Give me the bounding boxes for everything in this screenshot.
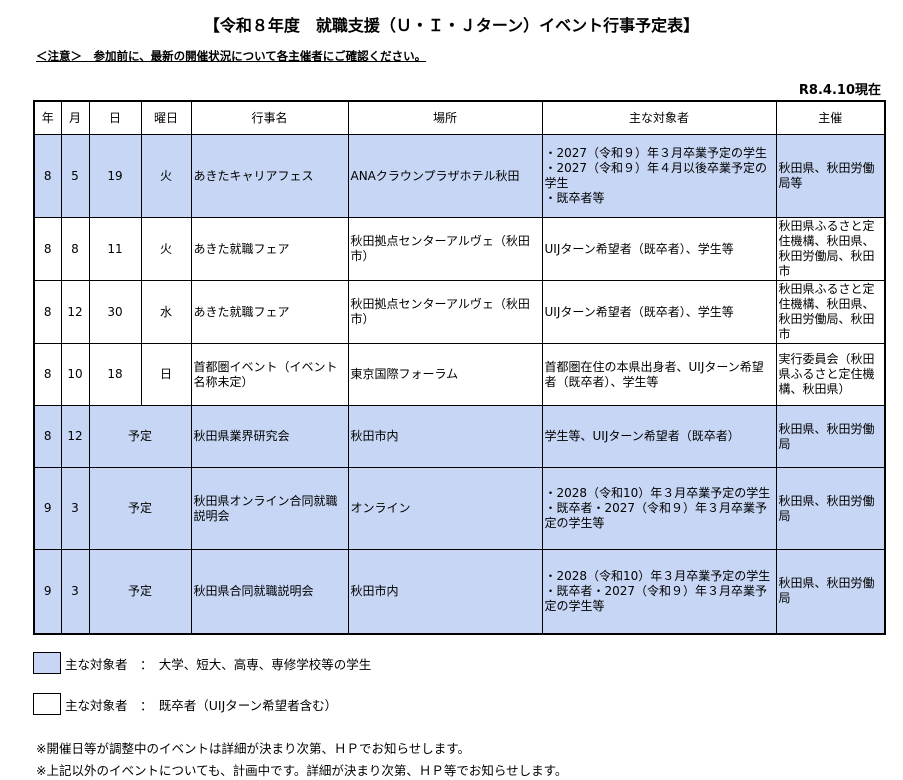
cell-host: 秋田県、秋田労働局等: [775, 134, 886, 218]
cell-name: 秋田県合同就職説明会: [190, 549, 349, 634]
header-day: 日: [88, 100, 142, 135]
cell-year: 9: [33, 549, 62, 634]
cell-year: 8: [33, 405, 62, 468]
header-month: 月: [60, 100, 90, 135]
cell-place: 東京国際フォーラム: [347, 343, 543, 406]
cell-month: 5: [60, 134, 90, 218]
cell-year: 8: [33, 343, 62, 406]
cell-target: 学生等、UIJターン希望者（既卒者）: [541, 405, 777, 468]
cell-year: 8: [33, 217, 62, 281]
cell-name: あきたキャリアフェス: [190, 134, 349, 218]
cell-target: ・2028（令和10）年３月卒業予定の学生 ・既卒者・2027（令和９）年３月卒…: [541, 467, 777, 550]
cell-host: 秋田県ふるさと定住機構、秋田県、秋田労働局、秋田市: [775, 217, 886, 281]
cell-year: 8: [33, 134, 62, 218]
footnote: ※上記以外のイベントについても、計画中です。詳細が決まり次第、ＨＰ等でお知らせし…: [36, 763, 568, 778]
header-event-name: 行事名: [190, 100, 349, 135]
cell-target: UIJターン希望者（既卒者）、学生等: [541, 217, 777, 281]
cell-month: 12: [60, 405, 90, 468]
cell-host: 秋田県ふるさと定住機構、秋田県、秋田労働局、秋田市: [775, 280, 886, 344]
cell-day: 30: [88, 280, 142, 344]
as-of-date: R8.4.10現在: [798, 83, 881, 98]
table-row: 9 3 予定 秋田県オンライン合同就職説明会 オンライン ・2028（令和10）年３月卒業…: [33, 467, 886, 550]
cell-target: UIJターン希望者（既卒者）、学生等: [541, 280, 777, 344]
cell-target: 首都圏在住の本県出身者、UIJターン希望者（既卒者）、学生等: [541, 343, 777, 406]
footnote: ※開催日等が調整中のイベントは詳細が決まり次第、ＨＰでお知らせします。: [36, 741, 470, 756]
cell-day: 18: [88, 343, 142, 406]
cell-month: 3: [60, 549, 90, 634]
cell-name: あきた就職フェア: [190, 217, 349, 281]
notice: ＜注意＞ 参加前に、最新の開催状況について各主催者にご確認ください。: [36, 49, 427, 63]
cell-place: オンライン: [347, 467, 543, 550]
cell-name: 秋田県業界研究会: [190, 405, 349, 468]
header-year: 年: [33, 100, 62, 135]
cell-target: ・2028（令和10）年３月卒業予定の学生 ・既卒者・2027（令和９）年３月卒…: [541, 549, 777, 634]
legend-student: 主な対象者 ： 大学、短大、高専、専修学校等の学生: [33, 652, 371, 674]
cell-name: あきた就職フェア: [190, 280, 349, 344]
cell-host: 秋田県、秋田労働局: [775, 549, 886, 634]
cell-year: 9: [33, 467, 62, 550]
legend-swatch-blue: [33, 652, 61, 674]
cell-weekday: 日: [140, 343, 192, 406]
cell-day: 19: [88, 134, 142, 218]
cell-weekday: 火: [140, 217, 192, 281]
cell-year: 8: [33, 280, 62, 344]
header-host: 主催: [775, 100, 886, 135]
cell-date-text: 予定: [88, 405, 192, 468]
legend-swatch-white: [33, 693, 61, 715]
cell-host: 秋田県、秋田労働局: [775, 467, 886, 550]
header-target: 主な対象者: [541, 100, 777, 135]
cell-month: 10: [60, 343, 90, 406]
table-row: 8 8 11 火 あきた就職フェア 秋田拠点センターアルヴェ（秋田市） UIJターン希望者…: [33, 217, 886, 281]
table-header: 年 月 日 曜日 行事名 場所 主な対象者 主催: [33, 100, 886, 135]
cell-name: 秋田県オンライン合同就職説明会: [190, 467, 349, 550]
table-row: 8 10 18 日首都圏イベント（イベント名称未定） 東京国際フォーラム 首都圏在住の本県…: [33, 343, 886, 406]
table-row: 8 12 30 水あきた就職フェア 秋田拠点センターアルヴェ（秋田市） UIJターン希望者…: [33, 280, 886, 344]
cell-place: 秋田市内: [347, 405, 543, 468]
header-weekday: 曜日: [140, 100, 192, 135]
cell-date-text: 予定: [88, 467, 192, 550]
cell-host: 実行委員会（秋田県ふるさと定住機構、秋田県）: [775, 343, 886, 406]
header-place: 場所: [347, 100, 543, 135]
cell-day: 11: [88, 217, 142, 281]
cell-month: 12: [60, 280, 90, 344]
cell-weekday: 水: [140, 280, 192, 344]
cell-date-text: 予定: [88, 549, 192, 634]
page-title: 【令和８年度 就職支援（Ｕ・Ｉ・Ｊターン）イベント行事予定表】: [203, 16, 700, 35]
cell-month: 8: [60, 217, 90, 281]
cell-target: ・2027（令和９）年３月卒業予定の学生 ・2027（令和９）年４月以後卒業予定…: [541, 134, 777, 218]
cell-place: ANAクラウンプラザホテル秋田: [347, 134, 543, 218]
cell-weekday: 火: [140, 134, 192, 218]
cell-month: 3: [60, 467, 90, 550]
cell-name: 首都圏イベント（イベント名称未定）: [190, 343, 349, 406]
table-row: 9 3 予定 秋田県合同就職説明会 秋田市内 ・2028（令和10）年３月卒業予定の学生 …: [33, 549, 886, 634]
cell-place: 秋田拠点センターアルヴェ（秋田市）: [347, 280, 543, 344]
legend-label: 主な対象者 ： 既卒者（UIJターン希望者含む）: [65, 697, 338, 713]
cell-host: 秋田県、秋田労働局: [775, 405, 886, 468]
cell-place: 秋田市内: [347, 549, 543, 634]
cell-place: 秋田拠点センターアルヴェ（秋田市）: [347, 217, 543, 281]
legend-label: 主な対象者 ： 大学、短大、高専、専修学校等の学生: [65, 656, 372, 672]
table-row: 8 5 19 火あきたキャリアフェス ANAクラウンプラザホテル秋田 ・2027（令和９）…: [33, 134, 886, 218]
table-row: 8 12 予定 秋田県業界研究会 秋田市内 学生等、UIJターン希望者（既卒者） 秋田県、秋…: [33, 405, 886, 468]
event-table: 年 月 日 曜日 行事名 場所 主な対象者 主催 8 5 19 火あきたキャリアフェス…: [33, 100, 886, 635]
legend-graduate: 主な対象者 ： 既卒者（UIJターン希望者含む）: [33, 693, 337, 715]
